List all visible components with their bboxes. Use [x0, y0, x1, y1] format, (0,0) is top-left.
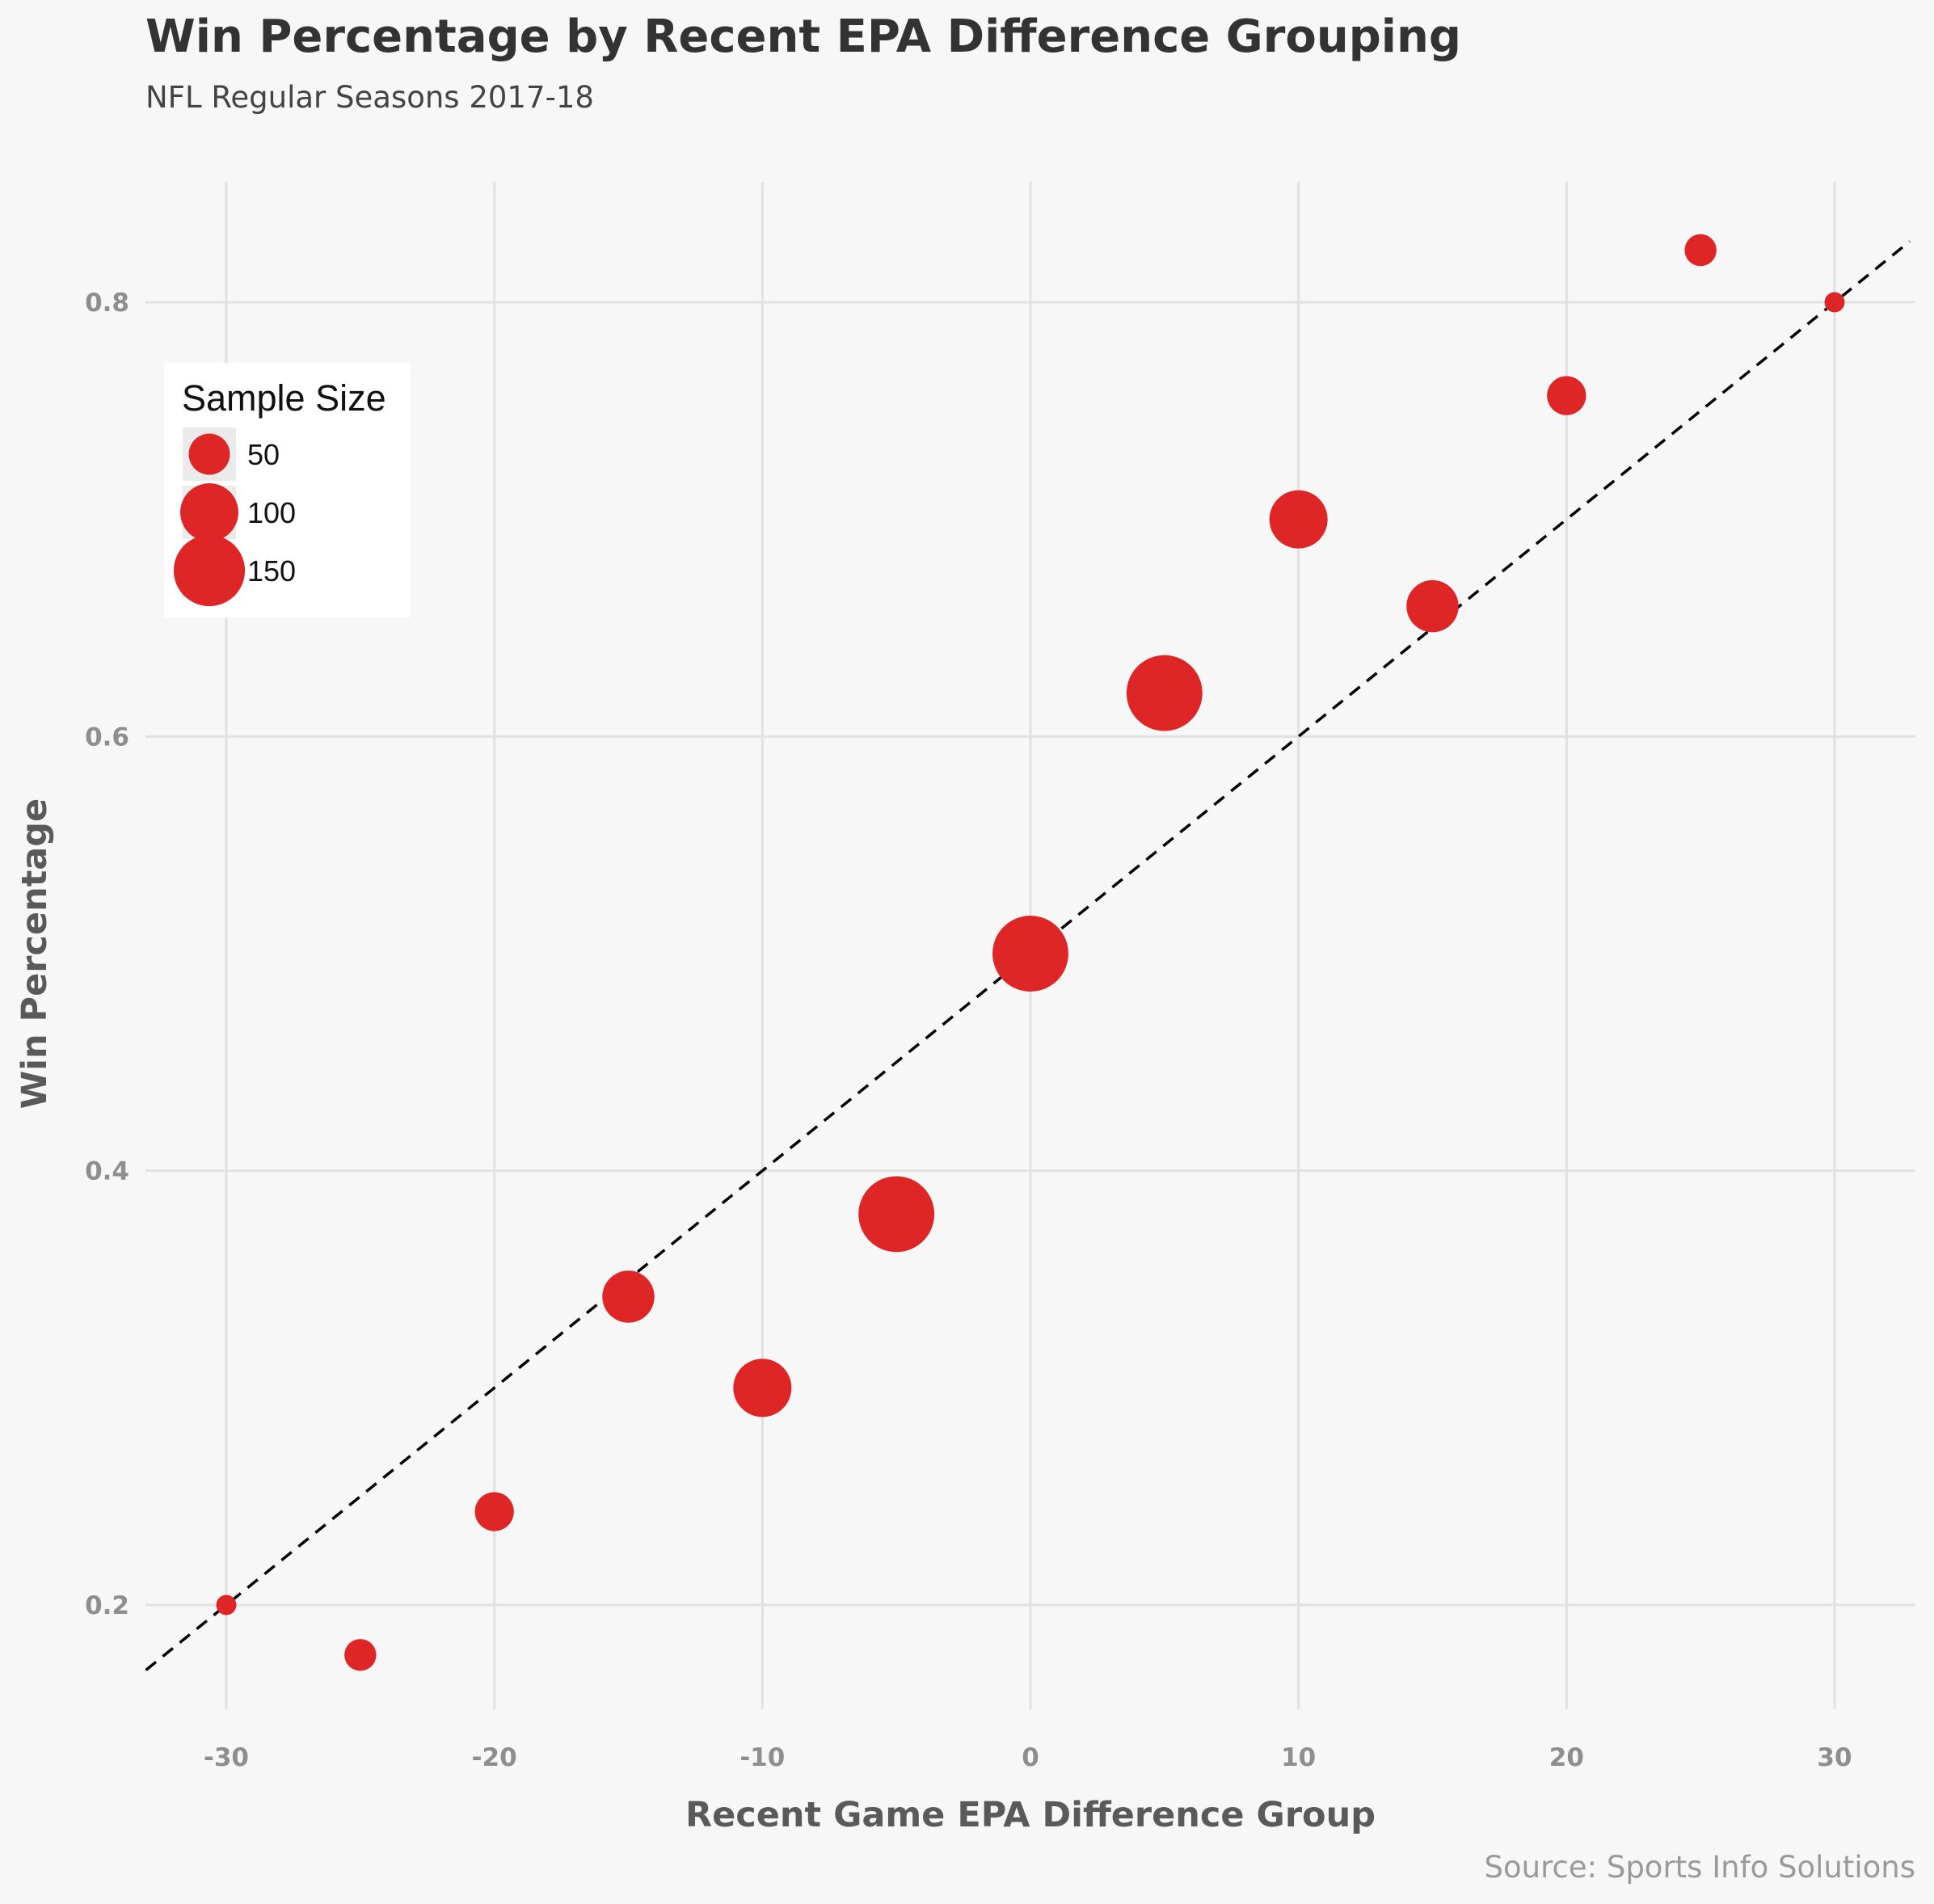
data-points	[216, 234, 1845, 1671]
source-caption: Source: Sports Info Solutions	[1485, 1850, 1915, 1885]
x-tick-label: 0	[1022, 1743, 1039, 1772]
x-tick-label: 10	[1281, 1743, 1316, 1772]
data-point	[344, 1639, 377, 1671]
y-tick-label: 0.4	[85, 1157, 129, 1186]
data-point	[602, 1270, 655, 1323]
legend-keys: 50 100 150	[173, 428, 296, 607]
legend-key-point	[173, 534, 246, 607]
y-tick-label: 0.2	[85, 1591, 129, 1620]
x-tick-label: 30	[1817, 1743, 1852, 1772]
x-tick-label: 20	[1549, 1743, 1584, 1772]
legend-key-label: 50	[247, 438, 280, 471]
legend-key-label: 100	[247, 496, 296, 529]
y-axis-title: Win Percentage	[15, 798, 55, 1109]
chart-subtitle: NFL Regular Seasons 2017-18	[145, 80, 594, 115]
grid	[145, 182, 1915, 1709]
chart-title: Win Percentage by Recent EPA Difference …	[145, 11, 1461, 63]
x-tick-label: -30	[204, 1743, 249, 1772]
y-tick-label: 0.8	[85, 289, 129, 318]
legend-key-point	[180, 483, 238, 541]
data-point	[1406, 579, 1459, 633]
tick-labels: -30 -20 -10 0 10 20 30 0.2 0.4 0.6 0.8	[85, 289, 1852, 1772]
data-point	[858, 1176, 935, 1253]
legend-key-label: 150	[247, 554, 296, 588]
data-point	[474, 1492, 514, 1531]
data-point	[1126, 655, 1203, 731]
y-tick-label: 0.6	[85, 722, 129, 752]
data-point	[992, 916, 1068, 992]
data-point	[216, 1594, 237, 1615]
legend: Sample Size 50 100 150	[164, 363, 411, 617]
legend-key-point	[188, 433, 230, 475]
data-point	[1547, 376, 1586, 415]
x-tick-label: -10	[739, 1743, 785, 1772]
data-point	[1684, 234, 1717, 267]
legend-title: Sample Size	[182, 377, 386, 419]
data-point	[733, 1358, 792, 1417]
x-tick-label: -20	[472, 1743, 517, 1772]
data-point	[1269, 490, 1328, 549]
x-axis-title: Recent Game EPA Difference Group	[685, 1795, 1376, 1835]
data-point	[1824, 292, 1845, 313]
